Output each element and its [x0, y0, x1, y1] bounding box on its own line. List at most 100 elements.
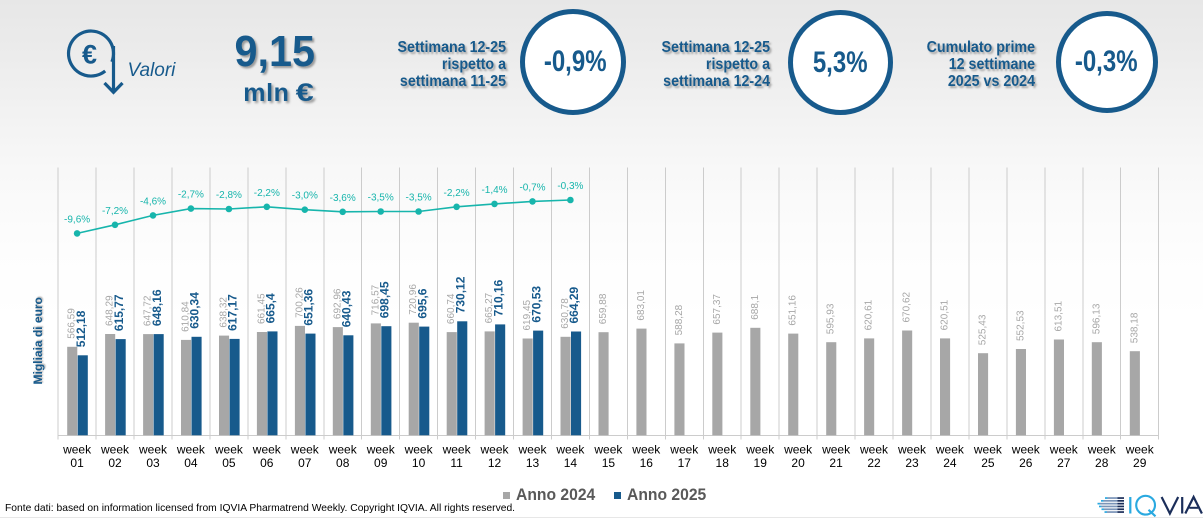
svg-text:-3,0%: -3,0% [292, 191, 318, 202]
svg-text:week: week [973, 442, 1003, 456]
svg-text:688,1: 688,1 [750, 294, 761, 319]
svg-text:week: week [1125, 442, 1155, 456]
svg-text:12: 12 [488, 456, 502, 470]
svg-text:week: week [555, 442, 585, 456]
svg-text:04: 04 [184, 456, 198, 470]
svg-text:-2,2%: -2,2% [254, 188, 280, 199]
svg-text:647,72: 647,72 [143, 295, 154, 326]
svg-text:18: 18 [716, 456, 730, 470]
svg-text:-4,6%: -4,6% [140, 196, 166, 207]
svg-text:week: week [935, 442, 965, 456]
svg-text:-3,5%: -3,5% [406, 193, 432, 204]
svg-text:595,93: 595,93 [826, 303, 837, 334]
svg-text:05: 05 [222, 456, 236, 470]
svg-text:14: 14 [564, 456, 578, 470]
svg-text:648,29: 648,29 [105, 295, 116, 326]
svg-text:10: 10 [412, 456, 426, 470]
svg-text:552,53: 552,53 [1015, 310, 1026, 341]
svg-text:617,17: 617,17 [226, 294, 240, 331]
svg-text:25: 25 [981, 456, 995, 470]
svg-text:week: week [859, 442, 889, 456]
svg-text:07: 07 [298, 456, 312, 470]
svg-text:-2,7%: -2,7% [178, 190, 204, 201]
svg-text:week: week [821, 442, 851, 456]
svg-text:-2,2%: -2,2% [444, 188, 470, 199]
svg-text:630,78: 630,78 [560, 298, 571, 329]
svg-text:651,16: 651,16 [788, 295, 799, 326]
svg-text:661,45: 661,45 [256, 293, 267, 324]
svg-text:619,45: 619,45 [522, 299, 533, 330]
svg-text:665,4: 665,4 [264, 293, 278, 323]
svg-text:630,34: 630,34 [188, 292, 202, 329]
svg-text:week: week [1087, 442, 1117, 456]
svg-text:660,74: 660,74 [446, 293, 457, 324]
svg-text:24: 24 [943, 456, 957, 470]
svg-text:week: week [1011, 442, 1041, 456]
svg-text:695,6: 695,6 [415, 288, 429, 318]
svg-text:640,43: 640,43 [340, 290, 354, 327]
svg-text:-3,5%: -3,5% [368, 193, 394, 204]
svg-text:17: 17 [678, 456, 692, 470]
svg-text:week: week [1049, 442, 1079, 456]
svg-text:28: 28 [1095, 456, 1109, 470]
svg-text:week: week [290, 442, 320, 456]
svg-text:01: 01 [70, 456, 84, 470]
svg-text:week: week [479, 442, 509, 456]
svg-text:13: 13 [526, 456, 540, 470]
svg-text:-0,3%: -0,3% [557, 181, 583, 192]
svg-text:week: week [631, 442, 661, 456]
svg-text:16: 16 [640, 456, 654, 470]
svg-text:27: 27 [1057, 456, 1071, 470]
svg-text:20: 20 [791, 456, 805, 470]
svg-text:596,13: 596,13 [1091, 303, 1102, 334]
svg-text:08: 08 [336, 456, 350, 470]
svg-text:670,53: 670,53 [529, 286, 543, 323]
svg-text:648,16: 648,16 [150, 289, 164, 326]
svg-text:week: week [176, 442, 206, 456]
svg-text:620,51: 620,51 [940, 299, 951, 330]
svg-text:664,29: 664,29 [567, 286, 581, 323]
svg-text:week: week [252, 442, 282, 456]
svg-text:29: 29 [1133, 456, 1147, 470]
svg-text:09: 09 [374, 456, 388, 470]
svg-text:-2,8%: -2,8% [216, 190, 242, 201]
svg-text:683,01: 683,01 [636, 290, 647, 321]
svg-text:710,16: 710,16 [491, 279, 505, 316]
svg-text:512,18: 512,18 [74, 310, 88, 347]
svg-text:week: week [328, 442, 358, 456]
svg-text:week: week [404, 442, 434, 456]
svg-text:03: 03 [146, 456, 160, 470]
svg-text:700,26: 700,26 [294, 287, 305, 318]
svg-text:€: € [82, 40, 97, 70]
svg-text:670,62: 670,62 [902, 291, 913, 322]
svg-text:week: week [214, 442, 244, 456]
svg-text:Migliaia di euro: Migliaia di euro [31, 297, 45, 384]
svg-text:538,18: 538,18 [1129, 312, 1140, 343]
svg-text:06: 06 [260, 456, 274, 470]
svg-text:week: week [745, 442, 775, 456]
svg-text:week: week [707, 442, 737, 456]
svg-text:21: 21 [829, 456, 843, 470]
svg-text:525,43: 525,43 [978, 314, 989, 345]
svg-text:11: 11 [450, 456, 463, 470]
svg-text:665,27: 665,27 [484, 292, 495, 323]
svg-text:610,84: 610,84 [181, 301, 192, 332]
svg-text:657,37: 657,37 [712, 294, 723, 325]
svg-text:620,61: 620,61 [864, 299, 875, 330]
svg-text:566,59: 566,59 [67, 308, 78, 339]
svg-text:698,45: 698,45 [378, 281, 392, 318]
svg-text:615,77: 615,77 [112, 294, 126, 331]
svg-text:651,36: 651,36 [302, 289, 316, 326]
svg-text:692,96: 692,96 [332, 288, 343, 319]
svg-text:-1,4%: -1,4% [481, 185, 507, 196]
svg-text:week: week [62, 442, 92, 456]
svg-text:week: week [669, 442, 699, 456]
svg-text:02: 02 [108, 456, 122, 470]
svg-text:week: week [517, 442, 547, 456]
svg-text:15: 15 [602, 456, 616, 470]
svg-text:638,32: 638,32 [219, 297, 230, 328]
svg-text:week: week [897, 442, 927, 456]
svg-text:week: week [442, 442, 472, 456]
svg-text:week: week [138, 442, 168, 456]
svg-text:-3,6%: -3,6% [330, 193, 356, 204]
